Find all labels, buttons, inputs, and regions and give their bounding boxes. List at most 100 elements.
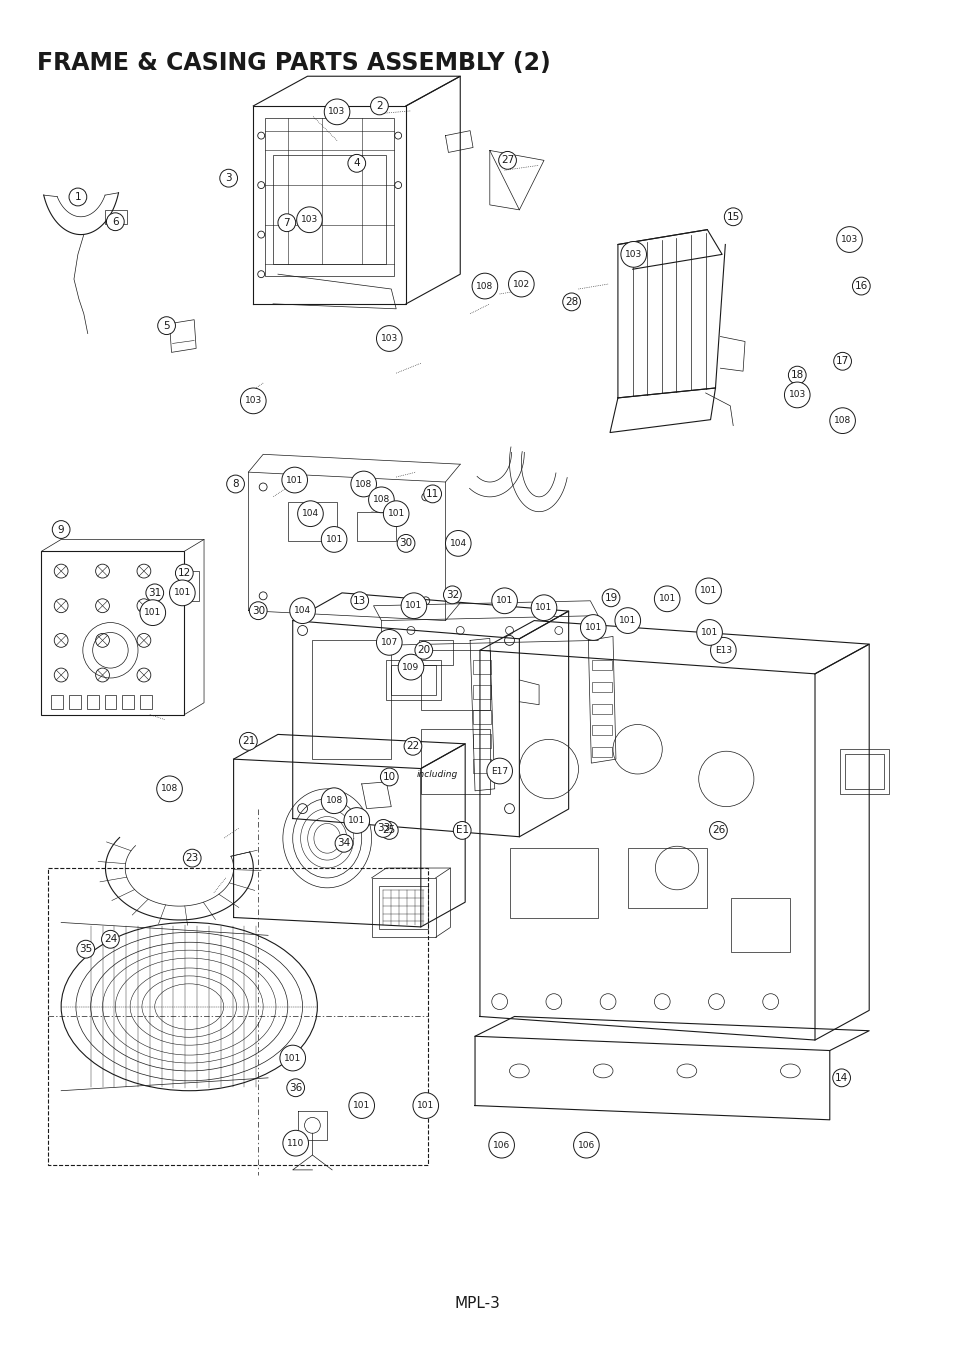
Circle shape xyxy=(445,531,471,556)
Circle shape xyxy=(107,213,124,230)
Bar xyxy=(592,747,612,757)
Text: 34: 34 xyxy=(337,838,350,848)
Text: 23: 23 xyxy=(186,853,198,862)
Circle shape xyxy=(710,638,736,663)
Circle shape xyxy=(279,1045,305,1071)
Circle shape xyxy=(146,584,164,601)
Text: 101: 101 xyxy=(286,475,303,485)
Circle shape xyxy=(69,188,87,206)
Circle shape xyxy=(423,485,441,502)
Bar xyxy=(473,685,490,699)
Text: FRAME & CASING PARTS ASSEMBLY (2): FRAME & CASING PARTS ASSEMBLY (2) xyxy=(36,51,550,76)
Circle shape xyxy=(443,586,460,604)
Circle shape xyxy=(175,565,193,582)
Bar xyxy=(386,661,440,700)
Text: 14: 14 xyxy=(834,1072,847,1083)
Bar xyxy=(843,754,883,789)
Text: 17: 17 xyxy=(835,356,848,367)
Circle shape xyxy=(156,776,182,802)
Text: 101: 101 xyxy=(658,594,675,604)
Circle shape xyxy=(349,1093,375,1118)
Text: 31: 31 xyxy=(148,588,161,598)
Circle shape xyxy=(413,1093,438,1118)
Text: 16: 16 xyxy=(854,282,867,291)
Bar xyxy=(839,749,888,793)
Bar xyxy=(473,709,490,723)
Text: 108: 108 xyxy=(161,784,178,793)
Bar xyxy=(273,156,386,264)
Bar xyxy=(179,571,199,601)
Circle shape xyxy=(404,738,421,756)
Text: 103: 103 xyxy=(380,334,397,343)
Text: 107: 107 xyxy=(380,638,397,647)
Circle shape xyxy=(488,1132,514,1158)
Text: 106: 106 xyxy=(578,1140,595,1150)
Circle shape xyxy=(77,940,94,959)
Circle shape xyxy=(396,535,415,552)
Circle shape xyxy=(297,501,323,527)
Text: E17: E17 xyxy=(491,766,508,776)
Circle shape xyxy=(335,834,353,852)
Bar xyxy=(391,665,436,695)
Circle shape xyxy=(321,788,347,814)
Circle shape xyxy=(695,578,720,604)
Text: 104: 104 xyxy=(294,607,311,615)
Circle shape xyxy=(375,819,392,837)
Text: 103: 103 xyxy=(840,236,857,244)
Text: 36: 36 xyxy=(289,1083,302,1093)
Circle shape xyxy=(183,849,201,867)
Text: 103: 103 xyxy=(788,390,805,399)
Text: 101: 101 xyxy=(700,586,717,596)
Circle shape xyxy=(376,630,401,655)
Circle shape xyxy=(852,278,869,295)
Bar xyxy=(51,695,63,708)
Text: 101: 101 xyxy=(405,601,422,611)
Bar xyxy=(592,661,612,670)
Text: 110: 110 xyxy=(287,1139,304,1148)
Circle shape xyxy=(472,274,497,299)
Circle shape xyxy=(486,758,512,784)
Circle shape xyxy=(397,654,423,680)
Text: 9: 9 xyxy=(58,524,65,535)
Text: 108: 108 xyxy=(373,496,390,504)
Text: 8: 8 xyxy=(232,479,238,489)
Bar xyxy=(69,695,81,708)
Circle shape xyxy=(531,594,557,620)
Text: 10: 10 xyxy=(382,772,395,783)
Text: 32: 32 xyxy=(445,590,458,600)
Text: 20: 20 xyxy=(416,646,430,655)
Text: 101: 101 xyxy=(284,1053,301,1063)
Bar xyxy=(105,695,116,708)
Circle shape xyxy=(52,521,70,539)
Bar xyxy=(420,650,489,709)
Circle shape xyxy=(601,589,619,607)
Text: 101: 101 xyxy=(618,616,636,626)
Text: 101: 101 xyxy=(700,628,718,636)
Text: 19: 19 xyxy=(604,593,617,603)
Text: 104: 104 xyxy=(449,539,466,548)
Bar xyxy=(265,118,394,276)
Text: 108: 108 xyxy=(355,479,372,489)
Circle shape xyxy=(562,292,579,311)
Circle shape xyxy=(281,467,307,493)
Circle shape xyxy=(227,475,244,493)
Text: 106: 106 xyxy=(493,1140,510,1150)
Circle shape xyxy=(383,501,409,527)
Text: E1: E1 xyxy=(456,826,468,835)
Circle shape xyxy=(832,1068,849,1087)
Text: 101: 101 xyxy=(416,1101,434,1110)
Text: 13: 13 xyxy=(353,596,366,605)
Text: 101: 101 xyxy=(496,596,513,605)
Bar xyxy=(312,640,391,760)
Bar xyxy=(627,848,706,907)
Circle shape xyxy=(620,241,646,267)
Bar xyxy=(420,730,489,793)
Circle shape xyxy=(287,1079,304,1097)
Text: 4: 4 xyxy=(354,158,359,168)
Bar xyxy=(356,512,395,542)
Circle shape xyxy=(654,586,679,612)
Circle shape xyxy=(709,822,726,839)
Text: 103: 103 xyxy=(624,250,641,259)
Text: 24: 24 xyxy=(104,934,117,944)
Text: MPL-3: MPL-3 xyxy=(454,1296,499,1311)
